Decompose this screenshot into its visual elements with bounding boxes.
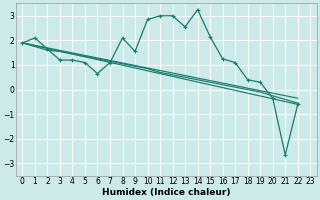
X-axis label: Humidex (Indice chaleur): Humidex (Indice chaleur) (102, 188, 231, 197)
